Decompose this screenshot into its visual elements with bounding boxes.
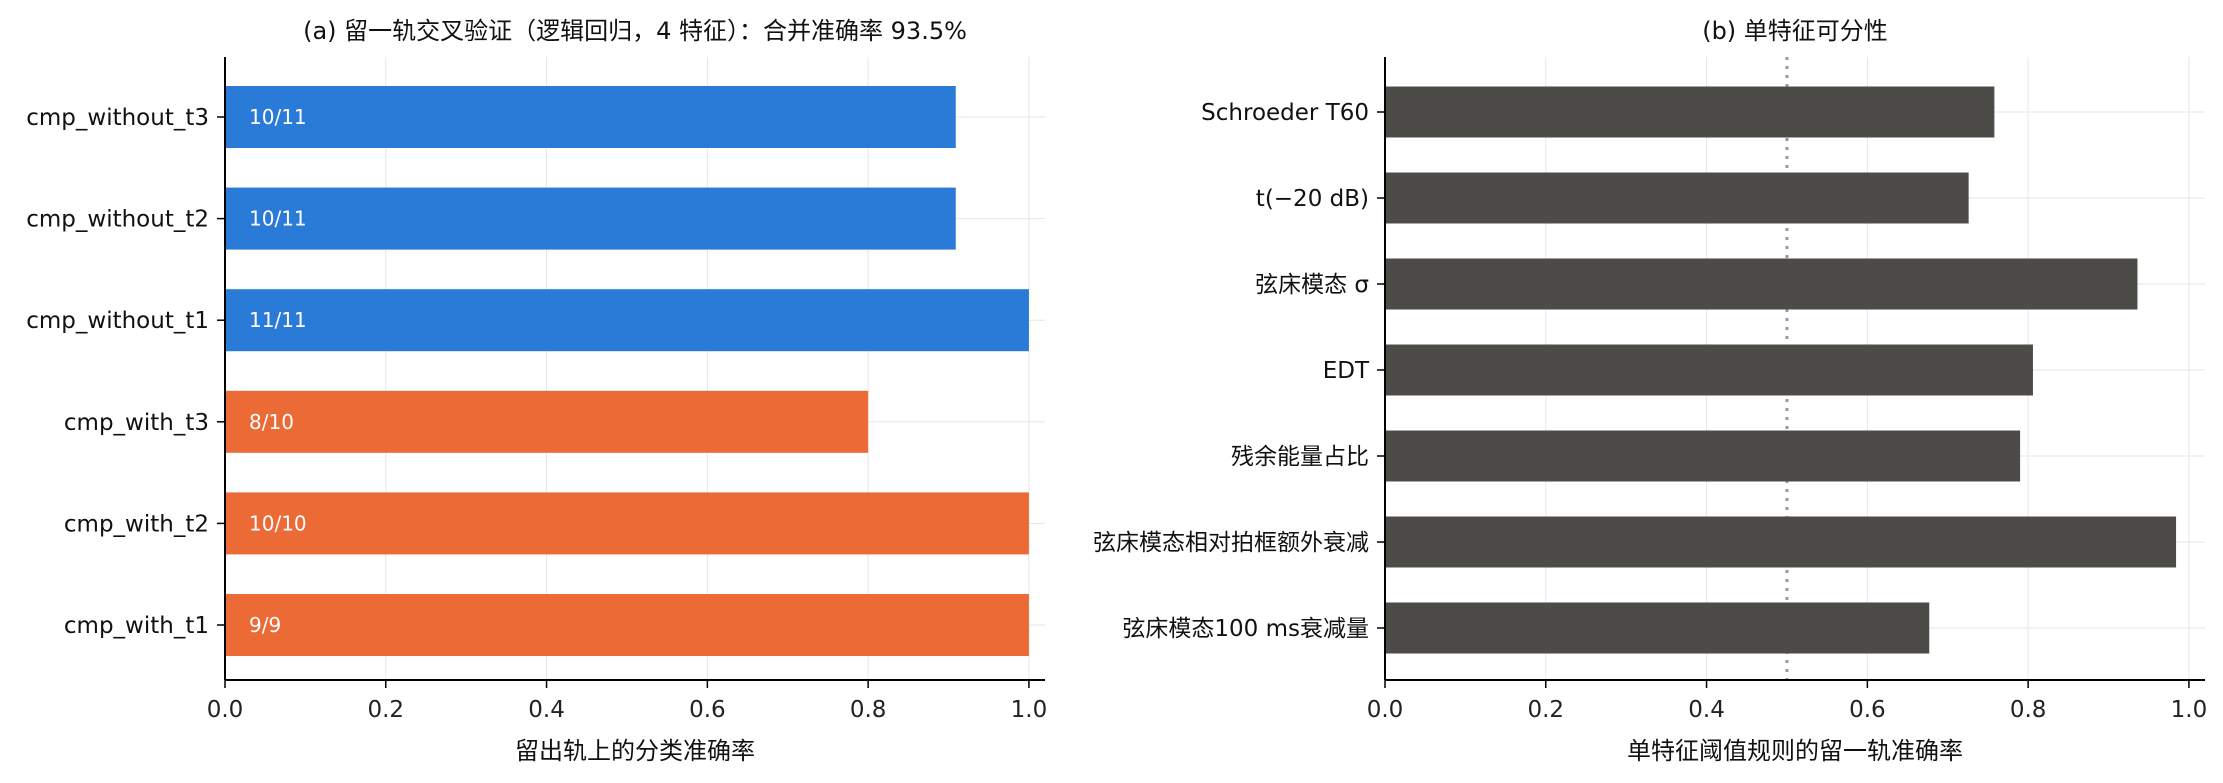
bar bbox=[225, 594, 1029, 656]
category-label: 弦床模态相对拍框额外衰减 bbox=[1093, 530, 1369, 556]
x-tick-label: 0.2 bbox=[367, 697, 404, 723]
bar-value-label: 8/10 bbox=[249, 410, 294, 434]
x-tick-label: 0.0 bbox=[207, 697, 244, 723]
bar-value-label: 10/11 bbox=[249, 207, 307, 231]
x-tick-label: 0.4 bbox=[528, 697, 565, 723]
category-label: cmp_without_t2 bbox=[26, 207, 209, 233]
x-tick-label: 0.8 bbox=[2010, 697, 2047, 723]
category-label: cmp_without_t1 bbox=[26, 308, 209, 334]
bar bbox=[225, 86, 956, 148]
bar bbox=[1385, 602, 1930, 654]
category-label: 弦床模态100 ms衰减量 bbox=[1122, 616, 1369, 642]
category-label: EDT bbox=[1323, 358, 1370, 384]
x-tick-label: 1.0 bbox=[2171, 697, 2208, 723]
bar bbox=[225, 492, 1029, 555]
bar bbox=[1385, 258, 2138, 310]
bar bbox=[1385, 86, 1995, 138]
chart-title: (a) 留一轨交叉验证（逻辑回归，4 特征）：合并准确率 93.5% bbox=[303, 17, 967, 45]
chart-panel-b: Schroeder T60 t(−20 dB) 弦床模态 σ EDT 残余能量占比弦床模… bbox=[1093, 17, 2207, 765]
bar-value-label: 10/10 bbox=[249, 511, 307, 535]
chart-panel-a: 10/11 cmp_without_t3 10/11 cmp_without_t2 11… bbox=[26, 17, 1047, 765]
x-tick-label: 0.6 bbox=[1849, 697, 1886, 723]
x-tick-label: 0.8 bbox=[850, 697, 887, 723]
bar-value-label: 11/11 bbox=[249, 308, 307, 332]
x-tick-label: 0.0 bbox=[1367, 697, 1404, 723]
x-tick-label: 0.4 bbox=[1688, 697, 1725, 723]
bar bbox=[1385, 516, 2177, 568]
bar bbox=[1385, 172, 1969, 224]
category-label: t(−20 dB) bbox=[1256, 186, 1369, 212]
x-tick-label: 0.6 bbox=[689, 697, 726, 723]
category-label: cmp_with_t2 bbox=[64, 511, 209, 537]
x-axis-label: 留出轨上的分类准确率 bbox=[515, 737, 755, 765]
x-tick-label: 0.2 bbox=[1527, 697, 1564, 723]
category-label: Schroeder T60 bbox=[1201, 100, 1369, 126]
category-label: cmp_without_t3 bbox=[26, 105, 209, 131]
category-label: cmp_with_t3 bbox=[64, 410, 209, 436]
bar bbox=[225, 187, 956, 250]
bar bbox=[225, 289, 1029, 352]
bar-value-label: 9/9 bbox=[249, 613, 281, 637]
x-tick-label: 1.0 bbox=[1011, 697, 1048, 723]
chart-title: (b) 单特征可分性 bbox=[1702, 17, 1888, 45]
category-label: cmp_with_t1 bbox=[64, 613, 209, 639]
bar-value-label: 10/11 bbox=[249, 105, 307, 129]
x-axis-label: 单特征阈值规则的留一轨准确率 bbox=[1627, 737, 1963, 765]
category-label: 残余能量占比 bbox=[1231, 444, 1369, 470]
bar bbox=[225, 390, 869, 453]
category-label: 弦床模态 σ bbox=[1255, 272, 1369, 298]
bar bbox=[1385, 344, 2033, 396]
bar bbox=[1385, 430, 2021, 482]
